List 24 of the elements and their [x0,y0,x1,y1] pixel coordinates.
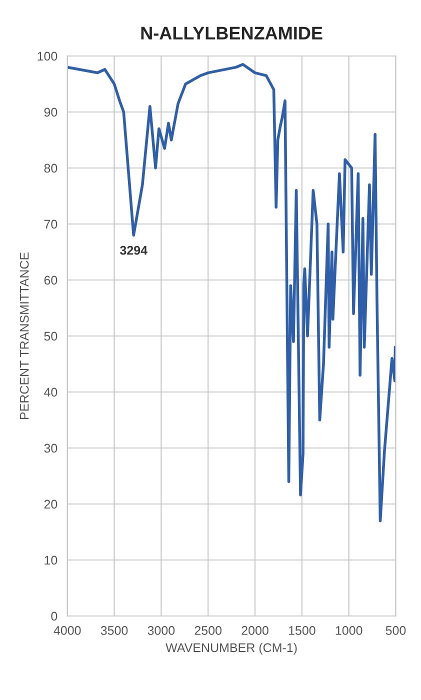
y-tick-label: 60 [44,276,58,285]
x-tick-label: 1500 [288,626,316,635]
x-tick-label: 4000 [54,626,81,635]
x-tick-label: 1000 [336,626,362,635]
y-tick-label: 70 [44,220,58,229]
y-tick-label: 40 [44,388,58,397]
x-tick-label: 2000 [242,626,268,635]
y-tick-label: 10 [44,556,58,565]
x-tick-label: 3000 [148,626,175,635]
x-axis-title: WAVENUMBER (CM-1) [166,642,297,655]
x-tick-label: 3500 [100,626,128,635]
y-tick-label: 100 [38,52,58,61]
chart-title: N-ALLYLBENZAMIDE [141,26,322,40]
y-tick-label: 30 [44,444,58,453]
y-tick-label: 0 [51,612,58,621]
y-tick-label: 20 [44,500,58,509]
x-tick-label: 2500 [194,626,222,635]
line-series [67,63,396,522]
y-axis-title: PERCENT TRANSMITTANCE [20,252,29,420]
y-tick-label: 90 [44,108,58,117]
y-tick-label: 50 [44,332,58,341]
x-tick-label: 500 [386,626,406,635]
annotation: 3294 [120,246,148,255]
y-tick-label: 80 [44,164,58,173]
